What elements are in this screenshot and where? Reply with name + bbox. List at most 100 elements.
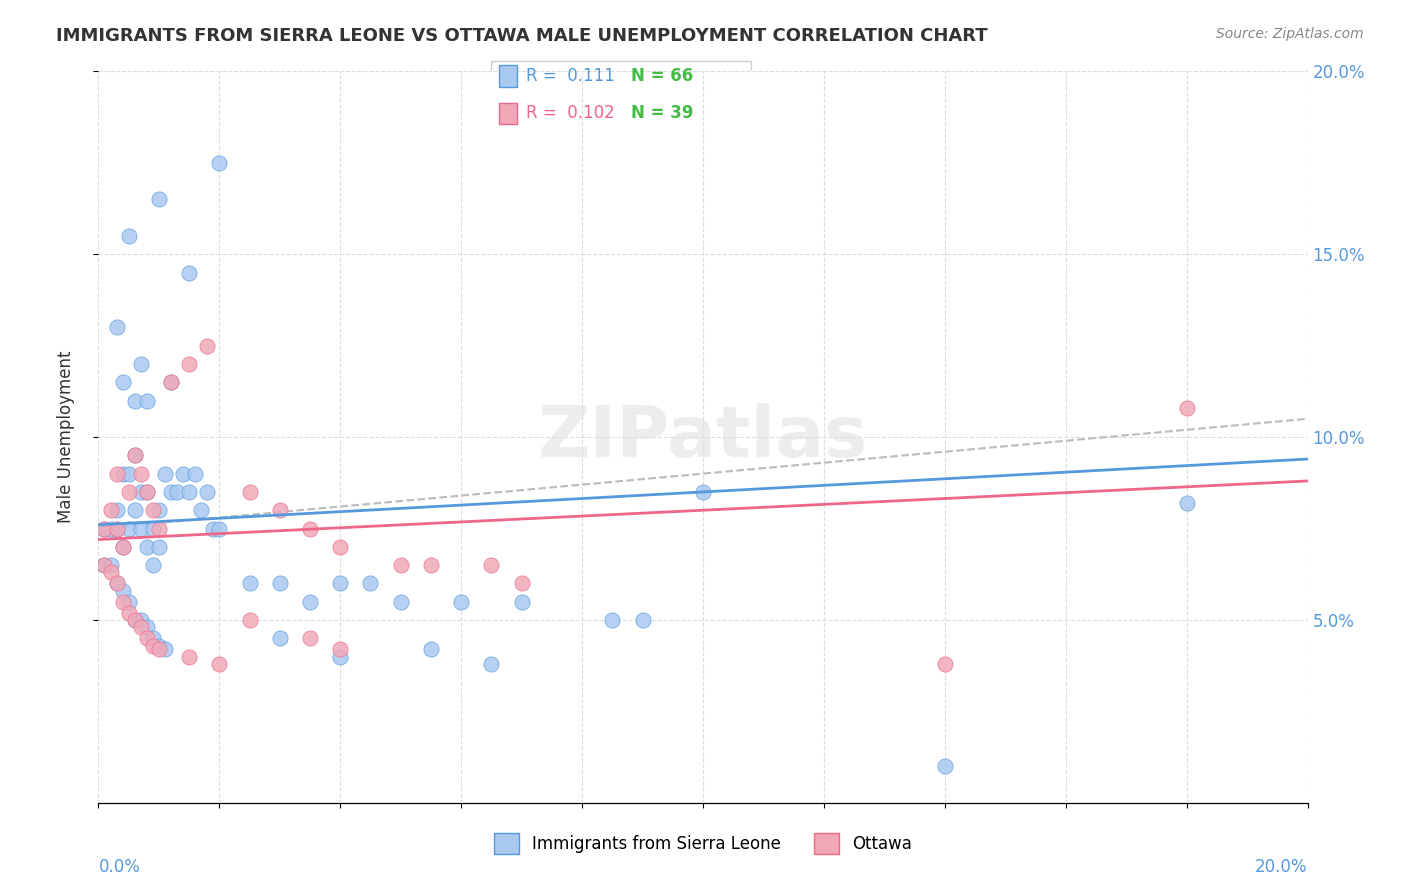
- Point: [329, 649, 352, 664]
- Text: 0.0%: 0.0%: [98, 858, 141, 876]
- Point: [389, 558, 412, 573]
- Point: [100, 558, 122, 573]
- Point: [153, 467, 176, 481]
- Point: [118, 485, 141, 500]
- Point: [329, 576, 352, 591]
- Point: [118, 606, 141, 620]
- Point: [135, 632, 157, 646]
- Point: [160, 375, 183, 389]
- Point: [269, 632, 291, 646]
- Point: [142, 558, 165, 573]
- Text: R =  0.102: R = 0.102: [526, 104, 614, 122]
- Point: [148, 639, 170, 653]
- Point: [93, 521, 115, 535]
- Point: [93, 558, 115, 573]
- Point: [135, 393, 157, 408]
- Point: [111, 594, 134, 608]
- Point: [129, 357, 152, 371]
- Point: [111, 540, 134, 554]
- Point: [129, 613, 152, 627]
- Text: Source: ZipAtlas.com: Source: ZipAtlas.com: [1216, 27, 1364, 41]
- Point: [118, 467, 141, 481]
- Point: [111, 467, 134, 481]
- Point: [105, 521, 128, 535]
- Point: [124, 448, 146, 462]
- Point: [148, 192, 170, 206]
- Point: [179, 485, 201, 500]
- Point: [129, 467, 152, 481]
- Point: [172, 467, 194, 481]
- Point: [1175, 401, 1198, 415]
- Point: [450, 594, 472, 608]
- Point: [1175, 496, 1198, 510]
- Point: [510, 594, 533, 608]
- Point: [111, 583, 134, 598]
- Point: [148, 521, 170, 535]
- Point: [142, 632, 165, 646]
- Point: [135, 485, 157, 500]
- Point: [299, 632, 322, 646]
- Point: [360, 576, 382, 591]
- Point: [118, 521, 141, 535]
- Y-axis label: Male Unemployment: Male Unemployment: [56, 351, 75, 524]
- Point: [118, 229, 141, 244]
- Point: [93, 558, 115, 573]
- Text: N = 66: N = 66: [631, 67, 693, 85]
- Point: [118, 594, 141, 608]
- Point: [934, 759, 956, 773]
- Point: [105, 503, 128, 517]
- Text: ZIPatlas: ZIPatlas: [538, 402, 868, 472]
- Point: [135, 620, 157, 634]
- Text: 20.0%: 20.0%: [1256, 858, 1308, 876]
- Point: [631, 613, 654, 627]
- Point: [299, 594, 322, 608]
- Point: [93, 521, 115, 535]
- Point: [160, 375, 183, 389]
- Point: [105, 576, 128, 591]
- Point: [111, 540, 134, 554]
- Point: [208, 657, 231, 671]
- Point: [692, 485, 714, 500]
- Point: [239, 576, 262, 591]
- Point: [195, 485, 218, 500]
- Point: [129, 485, 152, 500]
- Text: N = 39: N = 39: [631, 104, 693, 122]
- Point: [329, 540, 352, 554]
- Point: [179, 266, 201, 280]
- Point: [481, 558, 503, 573]
- Point: [329, 642, 352, 657]
- Point: [135, 540, 157, 554]
- Point: [190, 503, 212, 517]
- Point: [142, 503, 165, 517]
- Point: [124, 448, 146, 462]
- Point: [129, 521, 152, 535]
- Point: [208, 156, 231, 170]
- Point: [100, 566, 122, 580]
- Point: [389, 594, 412, 608]
- Point: [510, 576, 533, 591]
- Point: [269, 576, 291, 591]
- Point: [208, 521, 231, 535]
- Point: [148, 540, 170, 554]
- Point: [195, 338, 218, 352]
- Point: [124, 613, 146, 627]
- Point: [111, 375, 134, 389]
- Point: [135, 485, 157, 500]
- Point: [239, 613, 262, 627]
- Point: [105, 521, 128, 535]
- Point: [124, 613, 146, 627]
- Text: R =  0.111: R = 0.111: [526, 67, 614, 85]
- Point: [179, 357, 201, 371]
- Point: [100, 521, 122, 535]
- Point: [202, 521, 225, 535]
- Legend: Immigrants from Sierra Leone, Ottawa: Immigrants from Sierra Leone, Ottawa: [486, 827, 920, 860]
- Point: [148, 503, 170, 517]
- Point: [160, 485, 183, 500]
- Point: [184, 467, 207, 481]
- Point: [124, 503, 146, 517]
- Point: [100, 503, 122, 517]
- Point: [129, 620, 152, 634]
- Point: [934, 657, 956, 671]
- Point: [142, 521, 165, 535]
- Point: [239, 485, 262, 500]
